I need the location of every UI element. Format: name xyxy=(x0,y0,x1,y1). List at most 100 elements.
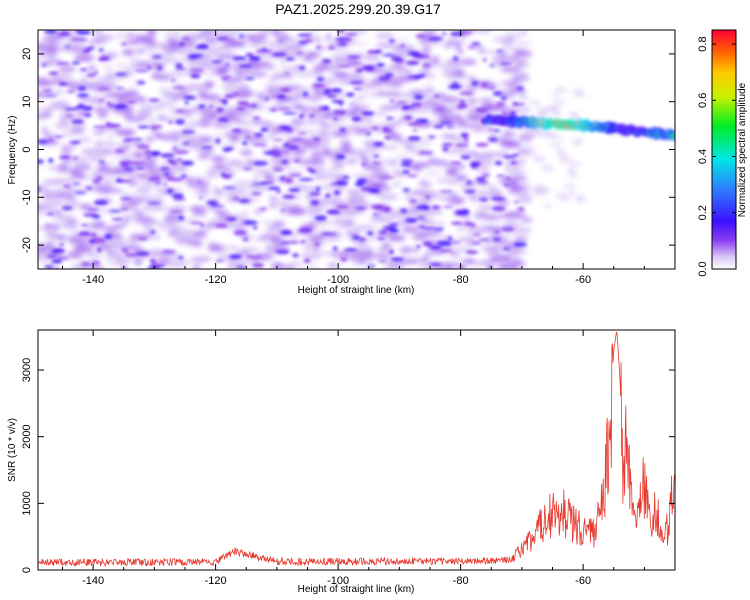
noise-peak xyxy=(513,242,527,247)
noise-peak xyxy=(108,210,122,213)
noise-peak xyxy=(501,227,515,231)
noise-peak xyxy=(323,105,329,110)
noise-peak xyxy=(121,248,129,253)
noise-peak xyxy=(269,107,278,112)
noise-peak xyxy=(378,76,391,81)
noise-blob xyxy=(401,251,409,256)
noise-peak xyxy=(421,227,436,230)
noise-peak xyxy=(315,242,320,247)
noise-blob xyxy=(151,75,170,80)
noise-peak xyxy=(434,108,446,111)
noise-peak xyxy=(284,71,290,75)
noise-peak xyxy=(222,186,236,189)
noise-peak xyxy=(297,33,313,38)
noise-blob xyxy=(436,266,457,269)
noise-peak xyxy=(309,191,321,196)
noise-blob xyxy=(497,52,508,56)
noise-blob xyxy=(193,210,207,217)
noise-peak xyxy=(294,138,303,141)
noise-blob xyxy=(325,34,333,41)
noise-peak xyxy=(98,48,104,52)
noise-blob xyxy=(362,164,384,171)
noise-blob xyxy=(461,258,476,264)
noise-blob xyxy=(349,251,369,256)
noise-peak xyxy=(281,159,288,164)
noise-peak xyxy=(417,225,426,228)
noise-blob xyxy=(275,100,283,107)
noise-peak xyxy=(175,63,183,68)
noise-blob xyxy=(566,167,576,175)
noise-blob xyxy=(390,63,406,69)
noise-blob xyxy=(303,158,326,165)
noise-peak xyxy=(42,63,47,67)
noise-peak xyxy=(475,176,486,181)
noise-peak xyxy=(433,124,444,129)
noise-blob xyxy=(572,89,584,95)
noise-blob xyxy=(38,53,57,58)
noise-blob xyxy=(518,136,533,141)
noise-peak xyxy=(280,208,285,212)
noise-blob xyxy=(86,251,103,259)
noise-peak xyxy=(339,127,347,133)
noise-blob xyxy=(265,86,287,94)
noise-blob xyxy=(298,159,308,165)
noise-peak xyxy=(149,258,156,263)
noise-peak xyxy=(58,155,72,160)
noise-blob xyxy=(533,190,547,196)
noise-peak xyxy=(82,49,91,54)
noise-peak xyxy=(439,249,453,253)
noise-blob xyxy=(500,67,521,72)
noise-blob xyxy=(81,73,88,81)
noise-blob xyxy=(38,78,48,82)
noise-blob xyxy=(86,157,104,161)
noise-blob xyxy=(104,64,112,71)
noise-blob xyxy=(150,43,169,47)
noise-blob xyxy=(156,207,170,211)
noise-peak xyxy=(46,254,57,258)
noise-peak xyxy=(250,103,257,108)
noise-blob xyxy=(379,194,399,200)
noise-blob xyxy=(303,244,312,248)
noise-blob xyxy=(79,204,93,210)
noise-blob xyxy=(135,35,156,41)
noise-peak xyxy=(215,259,224,262)
noise-blob xyxy=(511,262,526,267)
noise-peak xyxy=(288,146,299,149)
noise-peak xyxy=(137,125,150,129)
noise-peak xyxy=(360,186,372,192)
noise-blob xyxy=(271,146,280,152)
spectrogram-x-tick-label: -140 xyxy=(82,274,104,286)
noise-blob xyxy=(252,175,259,183)
noise-blob xyxy=(411,139,418,146)
noise-blob xyxy=(94,184,114,189)
noise-peak xyxy=(390,56,403,62)
noise-blob xyxy=(50,234,67,239)
noise-peak xyxy=(66,90,75,93)
noise-blob xyxy=(354,246,374,253)
noise-peak xyxy=(106,101,111,106)
noise-peak xyxy=(371,127,380,130)
noise-blob xyxy=(423,83,432,87)
spectrogram-y-label: Frequency (Hz) xyxy=(7,116,18,185)
noise-blob xyxy=(107,133,114,138)
noise-blob xyxy=(210,156,226,162)
noise-peak xyxy=(38,159,45,164)
noise-blob xyxy=(325,79,340,84)
noise-blob xyxy=(96,81,109,84)
noise-peak xyxy=(504,176,512,180)
noise-blob xyxy=(303,246,312,251)
noise-blob xyxy=(146,136,153,143)
noise-peak xyxy=(471,165,477,169)
snr-x-tick-label: -100 xyxy=(327,575,349,587)
noise-blob xyxy=(395,79,414,82)
noise-peak xyxy=(337,42,348,46)
noise-peak xyxy=(272,153,282,157)
noise-blob xyxy=(508,211,524,217)
noise-blob xyxy=(421,46,432,52)
noise-peak xyxy=(72,182,81,185)
noise-peak xyxy=(190,221,204,225)
noise-peak xyxy=(448,84,462,89)
noise-blob xyxy=(166,38,176,44)
noise-peak xyxy=(461,134,468,138)
